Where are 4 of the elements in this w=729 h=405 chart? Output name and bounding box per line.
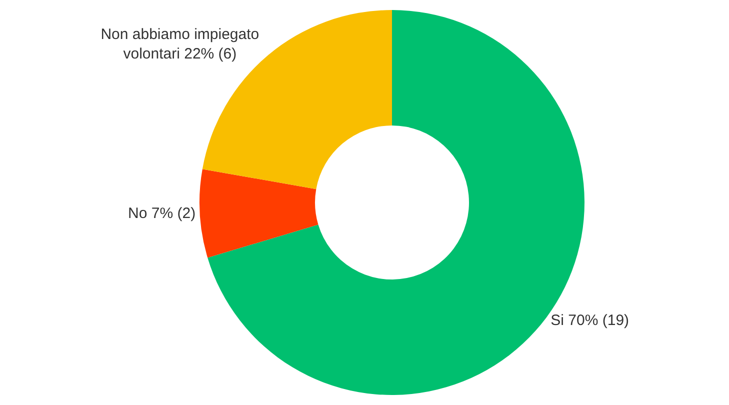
slice-label: Non abbiamo impiegato volontari 22% (6) — [100, 26, 260, 63]
slice-label: No 7% (2) — [128, 205, 196, 222]
slice-label: Si 70% (19) — [550, 312, 630, 329]
donut-slice — [200, 169, 318, 258]
